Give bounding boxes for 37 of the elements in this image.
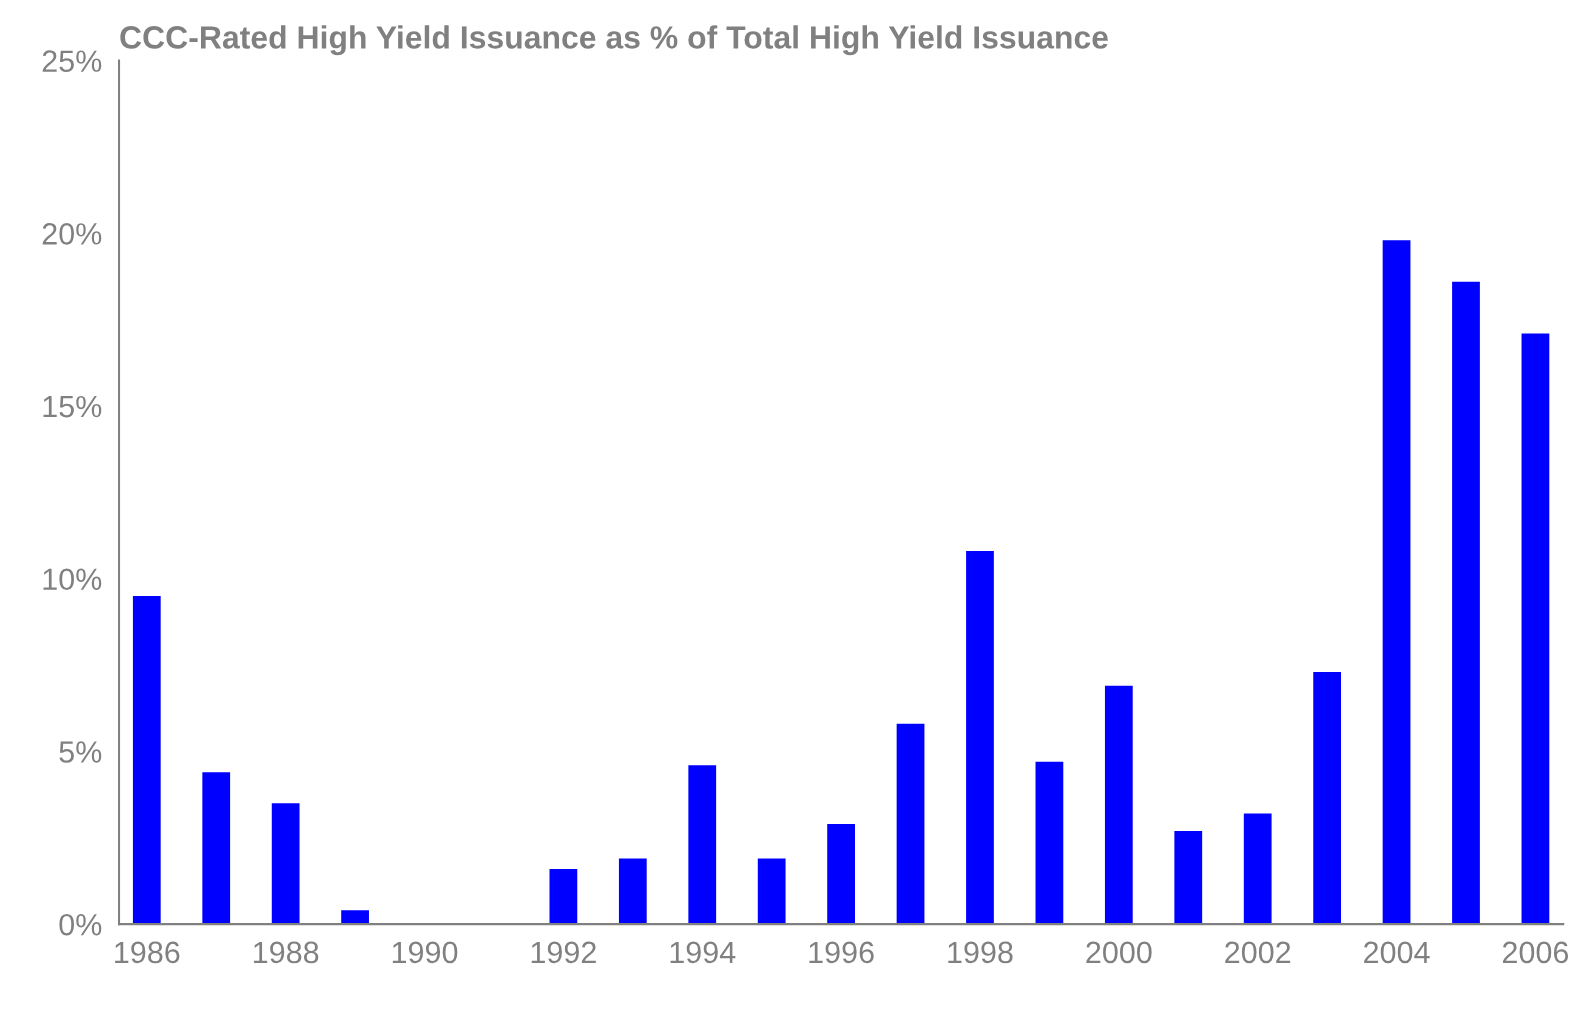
x-tick-label: 1996 xyxy=(809,941,874,964)
bar xyxy=(757,858,786,925)
x-tick-label: 2002 xyxy=(1225,941,1291,964)
bar xyxy=(688,765,717,925)
x-tick-label: 2004 xyxy=(1364,941,1430,964)
bar xyxy=(1452,281,1480,925)
chart-title: CCC-Rated High Yield Issuance as % of Total High Yield Issuance xyxy=(120,25,1108,56)
bar xyxy=(1035,761,1064,925)
x-tick-label: 1986 xyxy=(115,941,180,964)
bar xyxy=(132,596,161,925)
x-tick-label: 1990 xyxy=(392,941,458,964)
x-tick-label: 2006 xyxy=(1502,941,1569,964)
bar xyxy=(1104,685,1133,925)
y-tick-label: 25% xyxy=(42,50,102,72)
bar xyxy=(827,823,855,925)
x-tick-label: 1998 xyxy=(948,941,1013,964)
bar xyxy=(341,910,369,925)
bar xyxy=(1313,671,1342,925)
bar xyxy=(1382,240,1411,925)
bar xyxy=(618,858,647,925)
x-tick-label: 1988 xyxy=(254,941,319,964)
y-tick-label: 5% xyxy=(59,741,102,763)
y-tick-label: 0% xyxy=(59,913,102,936)
bar xyxy=(966,551,994,925)
bar xyxy=(271,803,300,925)
y-tick-label: 15% xyxy=(43,395,102,418)
bar xyxy=(202,772,231,925)
bar xyxy=(1521,333,1550,925)
bar xyxy=(896,723,925,925)
bar xyxy=(1243,813,1272,925)
bar xyxy=(1174,830,1203,925)
x-tick-label: 2000 xyxy=(1086,941,1152,964)
x-tick-label: 1994 xyxy=(670,941,736,964)
y-tick-label: 10% xyxy=(43,568,102,591)
bar xyxy=(549,868,578,925)
y-tick-label: 20% xyxy=(42,223,102,245)
x-tick-label: 1992 xyxy=(531,941,596,964)
